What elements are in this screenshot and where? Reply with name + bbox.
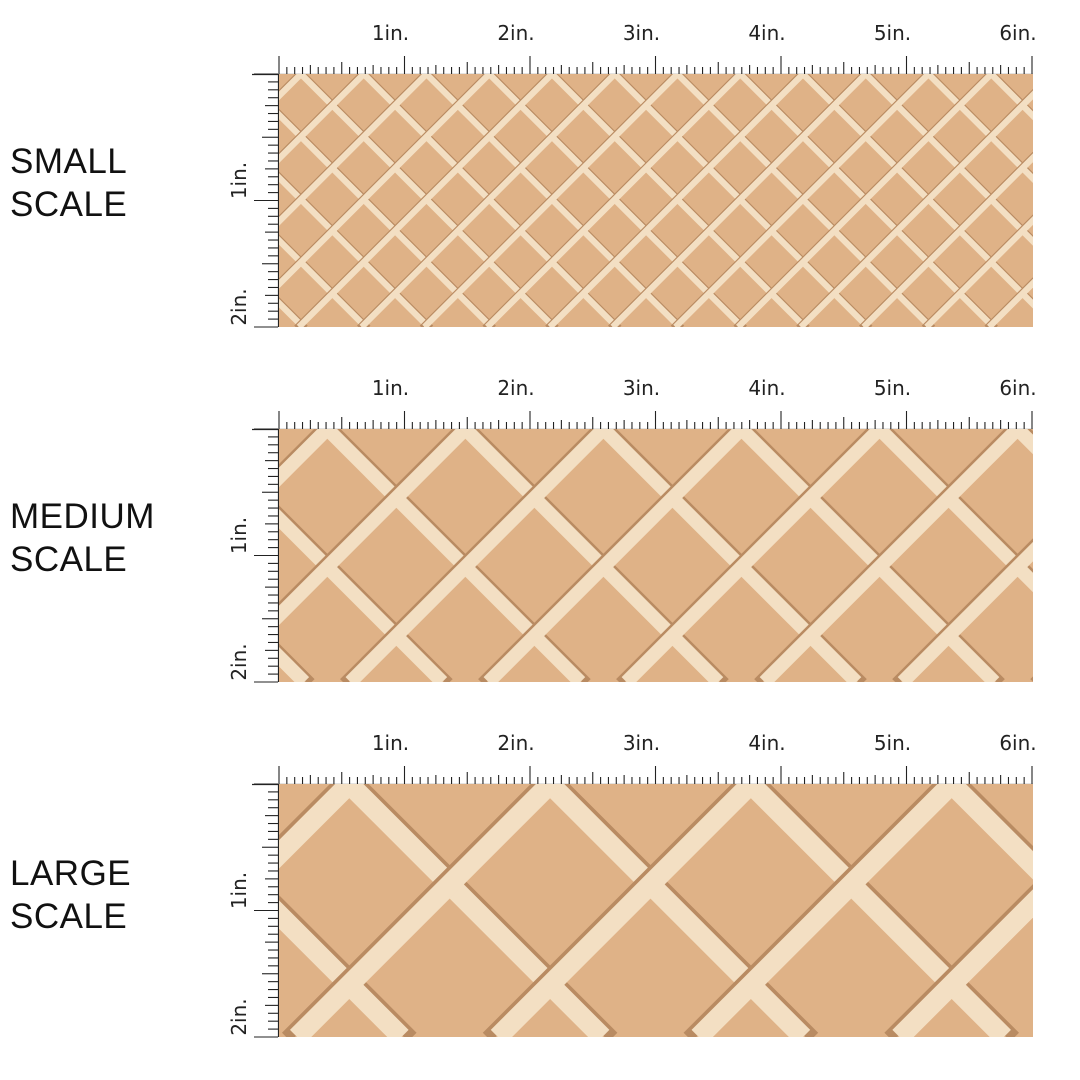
top-ruler-label: 3in.: [623, 376, 660, 400]
top-ruler-label: 3in.: [623, 21, 660, 45]
top-ruler-label: 3in.: [623, 731, 660, 755]
lattice-line: [345, 429, 609, 682]
small-lattice-pattern: [279, 74, 1033, 327]
lattice-line: [861, 153, 1033, 327]
lattice-line: [926, 74, 1033, 183]
large-scale-label: LARGE SCALE: [10, 852, 131, 938]
top-ruler-label: 6in.: [999, 376, 1036, 400]
side-ruler-label: 1in.: [227, 162, 251, 199]
lattice-line: [743, 784, 1011, 1037]
side-ruler-label: 1in.: [227, 517, 251, 554]
top-ruler-label: 4in.: [748, 21, 785, 45]
lattice-line: [289, 784, 558, 1037]
lattice-line: [986, 278, 1033, 327]
medium-lattice-pattern: [279, 429, 1033, 682]
small-scale-label-line2: SCALE: [10, 185, 128, 224]
side-ruler-label: 2in.: [227, 643, 251, 680]
medium-ruler: 1in. 2in. 3in. 4in. 5in. 6in. 1in. 2in.: [227, 376, 1037, 683]
top-ruler-label: 1in.: [372, 376, 409, 400]
lattice-line: [279, 74, 366, 164]
lattice-line: [279, 429, 471, 626]
large-scale-label-line2: SCALE: [10, 897, 128, 936]
top-ruler-label: 1in.: [372, 21, 409, 45]
top-ruler-label: 6in.: [999, 731, 1036, 755]
lattice-line: [359, 74, 617, 327]
lattice-line: [296, 74, 555, 327]
lattice-line: [944, 784, 1033, 880]
lattice-line: [279, 235, 368, 327]
top-ruler-label: 5in.: [874, 376, 911, 400]
side-ruler-label: 2in.: [227, 998, 251, 1035]
lattice-line: [892, 889, 1033, 1037]
lattice-line: [542, 784, 811, 1037]
small-scale-label-line1: SMALL: [10, 142, 128, 181]
small-fabric-swatch: [279, 74, 1033, 327]
top-ruler-label: 4in.: [748, 376, 785, 400]
small-scale-label: SMALL SCALE: [10, 140, 127, 226]
lattice-line: [490, 784, 758, 1037]
lattice-line: [610, 74, 868, 327]
large-scale-panel: LARGE SCALE 1in. 2in. 3in. 4in. 5in. 6in. 1in.…: [0, 726, 1080, 1066]
side-ruler-label: 1in.: [227, 872, 251, 909]
lattice-line: [342, 784, 610, 1037]
small-scale-panel: SMALL SCALE 1in. 2in. 3in. 4in. 5in. 6in. 1in.…: [0, 16, 1080, 356]
lattice-line: [279, 74, 492, 289]
top-ruler-label: 4in.: [748, 731, 785, 755]
top-ruler-label: 5in.: [874, 731, 911, 755]
lattice-line: [279, 784, 357, 869]
lattice-line: [735, 74, 994, 327]
lattice-line: [924, 216, 1033, 327]
side-ruler-label: 2in.: [227, 288, 251, 325]
large-ruler: 1in. 2in. 3in. 4in. 5in. 6in. 1in. 2in.: [227, 731, 1037, 1038]
medium-scale-panel: MEDIUM SCALE 1in. 2in. 3in. 4in. 5in. 6in. 1in…: [0, 371, 1080, 711]
lattice-line: [483, 429, 747, 682]
lattice-line: [279, 74, 429, 226]
lattice-line: [673, 74, 931, 327]
lattice-line: [279, 429, 333, 488]
lattice-line: [547, 74, 806, 327]
lattice-line: [484, 74, 743, 327]
lattice-line: [621, 429, 885, 682]
lattice-line: [691, 784, 959, 1037]
lattice-line: [422, 74, 680, 327]
medium-scale-label-line1: MEDIUM: [10, 497, 155, 536]
top-ruler-label: 6in.: [999, 21, 1036, 45]
large-scale-label-line1: LARGE: [10, 854, 132, 893]
top-ruler-label: 2in.: [497, 731, 534, 755]
large-lattice-pattern: [279, 784, 1033, 1037]
lattice-line: [798, 90, 1033, 327]
large-fabric-swatch: [279, 784, 1033, 1037]
top-ruler-label: 5in.: [874, 21, 911, 45]
lattice-line: [897, 541, 1033, 682]
small-ruler: 1in. 2in. 3in. 4in. 5in. 6in. 1in. 2in.: [227, 21, 1037, 328]
lattice-line: [279, 900, 409, 1037]
lattice-line: [759, 429, 1023, 682]
lattice-line: [874, 429, 1033, 593]
top-ruler-label: 2in.: [497, 21, 534, 45]
medium-scale-label-line2: SCALE: [10, 540, 128, 579]
top-ruler-label: 1in.: [372, 731, 409, 755]
medium-scale-label: MEDIUM SCALE: [10, 495, 155, 581]
top-ruler-label: 2in.: [497, 376, 534, 400]
medium-fabric-swatch: [279, 429, 1033, 682]
